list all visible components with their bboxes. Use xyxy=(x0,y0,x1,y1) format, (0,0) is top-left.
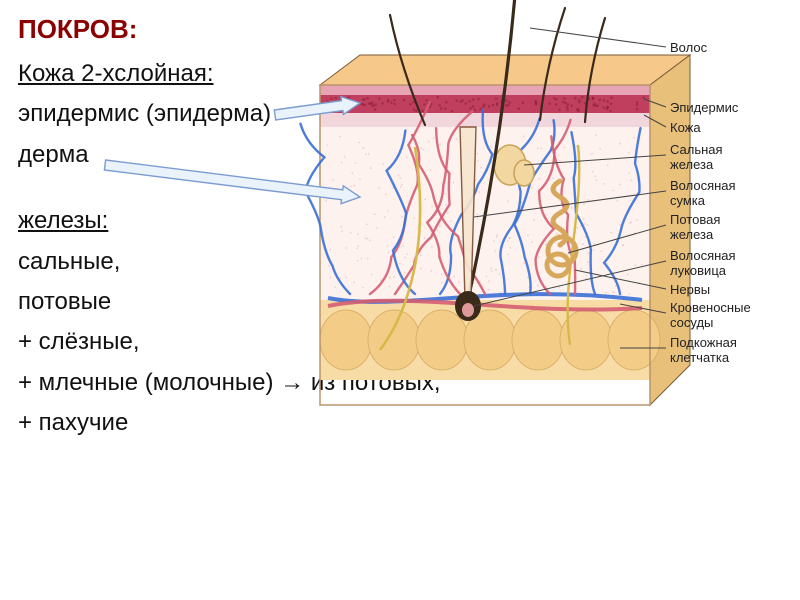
label-kletch: Подкожная клетчатка xyxy=(670,335,737,365)
label-luk: Волосяная луковица xyxy=(670,248,736,278)
label-sosudy: Кровеносные сосуды xyxy=(670,300,751,330)
label-nervy: Нервы xyxy=(670,282,710,297)
label-volos: Волос xyxy=(670,40,707,55)
label-epidermis: Эпидермис xyxy=(670,100,738,115)
label-salnaya: Сальная железа xyxy=(670,142,723,172)
label-potovaya: Потовая железа xyxy=(670,212,720,242)
label-volsumka: Волосяная сумка xyxy=(670,178,736,208)
label-kozha: Кожа xyxy=(670,120,701,135)
